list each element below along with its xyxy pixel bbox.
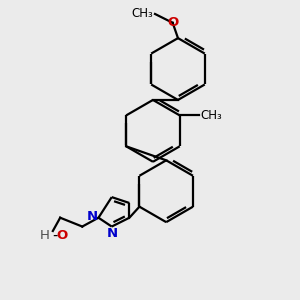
Text: CH₃: CH₃ <box>132 7 154 20</box>
Text: CH₃: CH₃ <box>200 109 222 122</box>
Text: N: N <box>107 226 118 239</box>
Text: O: O <box>167 16 178 29</box>
Text: O: O <box>56 229 68 242</box>
Text: N: N <box>86 210 98 223</box>
Text: -: - <box>52 228 58 243</box>
Text: H: H <box>40 229 50 242</box>
